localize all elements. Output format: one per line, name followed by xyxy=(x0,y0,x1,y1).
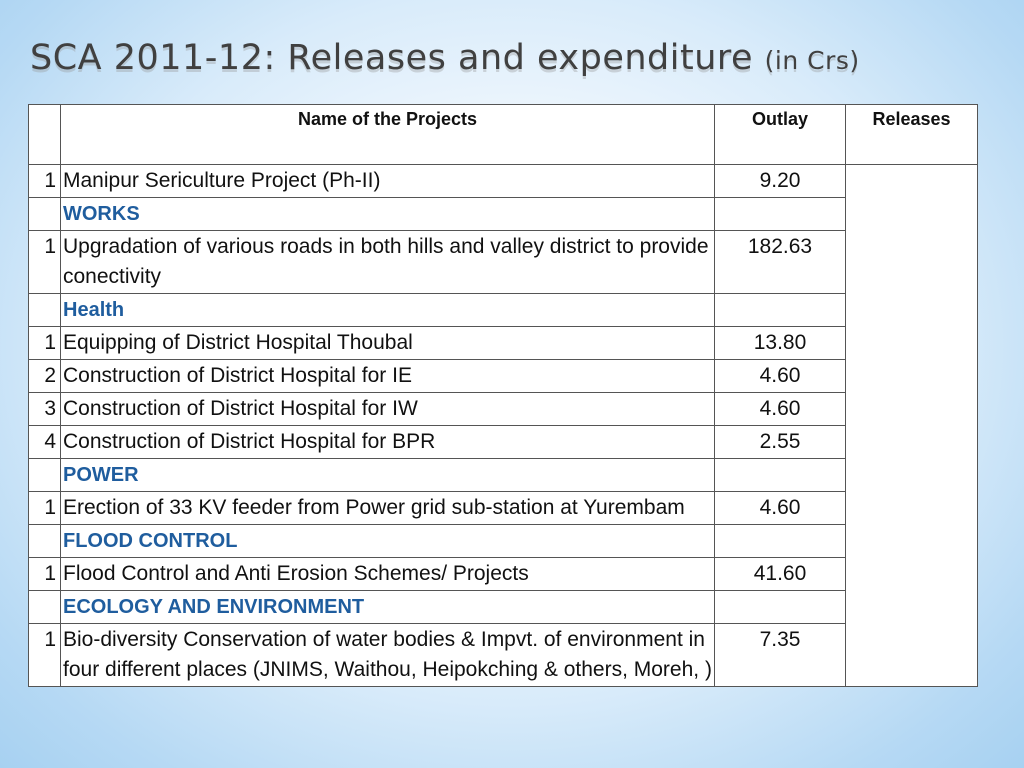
outlay-value: 13.80 xyxy=(714,326,846,360)
outlay-value: 41.60 xyxy=(714,557,846,591)
section-heading: POWER xyxy=(60,458,715,492)
row-number xyxy=(28,590,61,624)
outlay-value: 9.20 xyxy=(714,164,846,198)
row-number: 3 xyxy=(28,392,61,426)
project-name: Upgradation of various roads in both hil… xyxy=(60,230,715,294)
outlay-value xyxy=(714,458,846,492)
row-number xyxy=(28,293,61,327)
project-name: Bio-diversity Conservation of water bodi… xyxy=(60,623,715,687)
section-heading: Health xyxy=(60,293,715,327)
releases-value xyxy=(845,164,978,687)
project-name: Flood Control and Anti Erosion Schemes/ … xyxy=(60,557,715,591)
row-number: 1 xyxy=(28,164,61,198)
table-row: 2 Construction of District Hospital for I… xyxy=(28,359,978,393)
outlay-value: 4.60 xyxy=(714,491,846,525)
section-heading: FLOOD CONTROL xyxy=(60,524,715,558)
table-row: 1 Bio-diversity Conservation of water bod… xyxy=(28,623,978,687)
table-header: Name of the Projects Outlay Releases xyxy=(28,104,978,165)
header-outlay: Outlay xyxy=(714,104,846,165)
row-number xyxy=(28,458,61,492)
section-row: POWER xyxy=(28,458,978,492)
slide-title-main: SCA 2011-12: Releases and expenditure xyxy=(30,38,765,78)
row-number: 1 xyxy=(28,326,61,360)
section-row: ECOLOGY AND ENVIRONMENT xyxy=(28,590,978,624)
table-row: 1 Manipur Sericulture Project (Ph-II) 9.20 xyxy=(28,164,978,687)
section-row: Health xyxy=(28,293,978,327)
section-heading: ECOLOGY AND ENVIRONMENT xyxy=(60,590,715,624)
row-number: 1 xyxy=(28,557,61,591)
header-name: Name of the Projects xyxy=(60,104,715,165)
table-row: 1 Equipping of District Hospital Thoubal 1… xyxy=(28,326,978,360)
project-name: Construction of District Hospital for BP… xyxy=(60,425,715,459)
slide-title-suffix: (in Crs) xyxy=(764,46,860,75)
slide-title: SCA 2011-12: Releases and expenditure (i… xyxy=(30,38,860,78)
table-body: 1 Manipur Sericulture Project (Ph-II) 9.20… xyxy=(28,164,978,687)
row-number: 1 xyxy=(28,491,61,525)
row-number: 1 xyxy=(28,230,61,294)
outlay-value: 2.55 xyxy=(714,425,846,459)
project-name: Construction of District Hospital for IW xyxy=(60,392,715,426)
table-row: 4 Construction of District Hospital for B… xyxy=(28,425,978,459)
header-num xyxy=(28,104,61,165)
project-name: Erection of 33 KV feeder from Power grid… xyxy=(60,491,715,525)
row-number: 2 xyxy=(28,359,61,393)
table-row: 3 Construction of District Hospital for I… xyxy=(28,392,978,426)
row-number xyxy=(28,197,61,231)
section-heading: WORKS xyxy=(60,197,715,231)
row-number: 1 xyxy=(28,623,61,687)
section-row: FLOOD CONTROL xyxy=(28,524,978,558)
header-row: Name of the Projects Outlay Releases xyxy=(28,104,978,165)
row-number: 4 xyxy=(28,425,61,459)
outlay-value: 4.60 xyxy=(714,359,846,393)
table-row: 1 Erection of 33 KV feeder from Power gri… xyxy=(28,491,978,525)
outlay-value xyxy=(714,524,846,558)
outlay-value xyxy=(714,197,846,231)
project-name: Construction of District Hospital for IE xyxy=(60,359,715,393)
row-number xyxy=(28,524,61,558)
project-name: Manipur Sericulture Project (Ph-II) xyxy=(60,164,715,198)
outlay-value: 182.63 xyxy=(714,230,846,294)
outlay-value: 4.60 xyxy=(714,392,846,426)
table-row: 1 Flood Control and Anti Erosion Schemes/… xyxy=(28,557,978,591)
section-row: WORKS xyxy=(28,197,978,231)
projects-table: Name of the Projects Outlay Releases 1 Ma… xyxy=(28,104,978,687)
header-releases: Releases xyxy=(845,104,978,165)
project-name: Equipping of District Hospital Thoubal xyxy=(60,326,715,360)
outlay-value xyxy=(714,293,846,327)
table-row: 1 Upgradation of various roads in both hi… xyxy=(28,230,978,294)
outlay-value xyxy=(714,590,846,624)
outlay-value: 7.35 xyxy=(714,623,846,687)
